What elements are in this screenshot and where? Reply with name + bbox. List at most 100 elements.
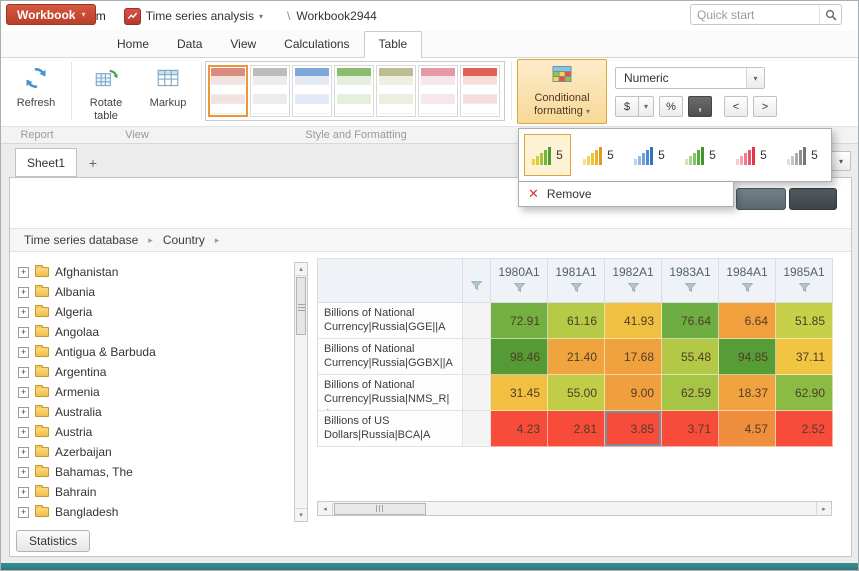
statistics-button[interactable]: Statistics (16, 530, 91, 552)
scrollbar-thumb[interactable] (296, 277, 306, 335)
column-header-1983a1[interactable]: 1983A1 (662, 259, 719, 303)
data-cell[interactable]: 37.11 (776, 339, 833, 375)
row-label[interactable]: Billions of National Currency|Russia|GGB… (318, 339, 463, 375)
data-cell[interactable]: 62.90 (776, 375, 833, 411)
data-cell[interactable]: 2.52 (776, 411, 833, 447)
tab-home[interactable]: Home (117, 37, 150, 51)
tree-item-bangladesh[interactable]: + Bangladesh (16, 502, 288, 522)
row-label[interactable]: Billions of National Currency|Russia|GGE… (318, 303, 463, 339)
sheet-list-dropdown[interactable]: ▾ (831, 151, 851, 171)
search-input[interactable] (691, 7, 819, 22)
tab-data[interactable]: Data (177, 37, 203, 51)
filter-icon[interactable] (471, 281, 482, 290)
data-cell[interactable]: 17.68 (605, 339, 662, 375)
data-cell[interactable]: 55.48 (662, 339, 719, 375)
data-cell[interactable]: 3.71 (662, 411, 719, 447)
data-cell[interactable]: 4.57 (719, 411, 776, 447)
data-cell[interactable]: 21.40 (548, 339, 605, 375)
tree-item-argentina[interactable]: + Argentina (16, 362, 288, 382)
tab-view[interactable]: View (230, 37, 257, 51)
row-label[interactable]: Billions of US Dollars|Russia|BCA|A (318, 411, 463, 447)
toolbar-button-partial-2[interactable] (789, 188, 837, 210)
table-style-thumb-1[interactable] (208, 65, 248, 117)
tree-item-australia[interactable]: + Australia (16, 402, 288, 422)
icon-set-option-6[interactable]: 5 (779, 134, 826, 176)
data-cell[interactable]: 3.85 (605, 411, 662, 447)
increase-decimal-button[interactable]: > (753, 96, 778, 117)
add-sheet-button[interactable]: + (88, 154, 98, 171)
percent-button[interactable]: % (659, 96, 684, 117)
icon-set-option-3[interactable]: 5 (626, 134, 673, 176)
tree-item-algeria[interactable]: + Algeria (16, 302, 288, 322)
data-cell[interactable]: 94.85 (719, 339, 776, 375)
table-style-thumb-6[interactable] (418, 65, 458, 117)
expand-icon[interactable]: + (18, 446, 29, 458)
data-cell[interactable]: 41.93 (605, 303, 662, 339)
icon-set-option-4[interactable]: 5 (677, 134, 724, 176)
icon-set-option-5[interactable]: 5 (728, 134, 775, 176)
remove-formatting-option[interactable]: ✕ Remove (518, 182, 734, 207)
data-cell[interactable]: 98.46 (491, 339, 548, 375)
data-cell[interactable]: 61.16 (548, 303, 605, 339)
filter-icon[interactable] (741, 283, 753, 292)
tab-table[interactable]: Table (363, 31, 423, 58)
filter-icon[interactable] (684, 283, 696, 292)
scroll-right-icon[interactable]: ▸ (816, 502, 831, 515)
row-label[interactable]: Billions of National Currency|Russia|NMS… (318, 375, 463, 411)
icon-set-option-2[interactable]: 5 (575, 134, 622, 176)
rotate-table-button[interactable]: Rotate table (77, 60, 135, 123)
chevron-down-icon[interactable]: ▾ (746, 68, 764, 88)
column-header-1985a1[interactable]: 1985A1 (776, 259, 833, 303)
thousand-separator-button[interactable]: , (688, 96, 713, 117)
filter-icon[interactable] (627, 283, 639, 292)
module-selector[interactable]: Time series analysis ▾ (123, 7, 263, 25)
scroll-up-icon[interactable]: ▴ (295, 263, 307, 276)
filter-icon[interactable] (513, 283, 525, 292)
filter-icon[interactable] (798, 283, 810, 292)
data-cell[interactable]: 4.23 (491, 411, 548, 447)
data-cell[interactable]: 31.45 (491, 375, 548, 411)
tree-item-afghanistan[interactable]: + Afghanistan (16, 262, 288, 282)
expand-icon[interactable]: + (18, 266, 29, 278)
workbook-menu-button[interactable]: Workbook ▾ (6, 4, 97, 25)
currency-dropdown-icon[interactable]: ▾ (638, 96, 655, 117)
column-header-1980a1[interactable]: 1980A1 (491, 259, 548, 303)
sheet-tab-sheet1[interactable]: Sheet1 (15, 148, 77, 177)
data-cell[interactable]: 62.59 (662, 375, 719, 411)
decrease-decimal-button[interactable]: < (724, 96, 749, 117)
tree-scrollbar[interactable]: ▴ ▾ (294, 262, 308, 522)
expand-icon[interactable]: + (18, 306, 29, 318)
data-cell[interactable]: 76.64 (662, 303, 719, 339)
conditional-formatting-button[interactable]: Conditional formatting ▾ (517, 59, 607, 124)
scroll-down-icon[interactable]: ▾ (295, 508, 307, 521)
scrollbar-thumb[interactable] (334, 502, 426, 515)
expand-icon[interactable]: + (18, 366, 29, 378)
column-header-1982a1[interactable]: 1982A1 (605, 259, 662, 303)
expand-icon[interactable]: + (18, 426, 29, 438)
icon-set-option-1[interactable]: 5 (524, 134, 571, 176)
tree-item-azerbaijan[interactable]: + Azerbaijan (16, 442, 288, 462)
expand-icon[interactable]: + (18, 486, 29, 498)
data-cell[interactable]: 55.00 (548, 375, 605, 411)
data-cell[interactable]: 72.91 (491, 303, 548, 339)
refresh-button[interactable]: Refresh (7, 60, 65, 123)
column-header-1981a1[interactable]: 1981A1 (548, 259, 605, 303)
table-style-thumb-7[interactable] (460, 65, 500, 117)
tree-item-antigua-barbuda[interactable]: + Antigua & Barbuda (16, 342, 288, 362)
tree-item-bahrain[interactable]: + Bahrain (16, 482, 288, 502)
expand-icon[interactable]: + (18, 506, 29, 518)
table-style-thumb-4[interactable] (334, 65, 374, 117)
table-horizontal-scrollbar[interactable]: ◂ ▸ (317, 501, 832, 516)
tab-calculations[interactable]: Calculations (284, 37, 350, 51)
toolbar-button-partial-1[interactable] (736, 188, 786, 210)
breadcrumb-country[interactable]: Country (162, 233, 205, 247)
data-cell[interactable]: 2.81 (548, 411, 605, 447)
data-cell[interactable]: 18.37 (719, 375, 776, 411)
number-format-select[interactable]: Numeric ▾ (615, 67, 765, 89)
data-cell[interactable]: 9.00 (605, 375, 662, 411)
tree-item-albania[interactable]: + Albania (16, 282, 288, 302)
table-style-thumb-5[interactable] (376, 65, 416, 117)
table-style-thumb-2[interactable] (250, 65, 290, 117)
expand-icon[interactable]: + (18, 326, 29, 338)
data-cell[interactable]: 51.85 (776, 303, 833, 339)
